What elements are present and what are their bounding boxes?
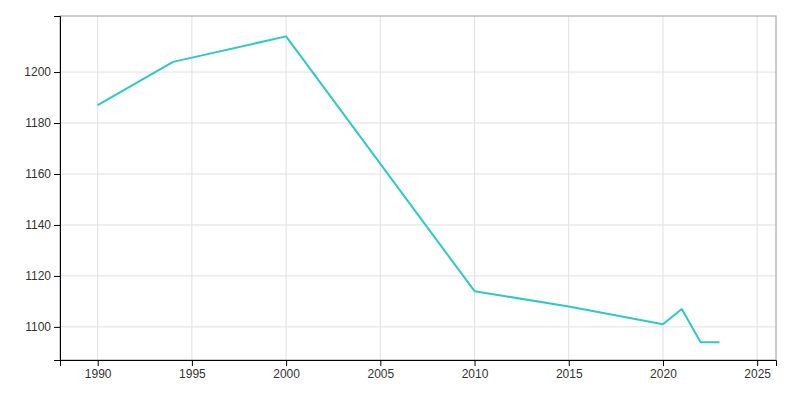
tick: 1990 xyxy=(85,360,112,381)
tick-label: 1100 xyxy=(25,320,51,334)
tick-mark xyxy=(286,360,287,366)
grid-line xyxy=(286,16,287,360)
tick-mark xyxy=(475,360,476,366)
y-axis: 1100 1120 1140 1160 1180 1200 xyxy=(24,17,60,361)
grid-line xyxy=(97,16,98,360)
grid-line xyxy=(662,16,663,360)
tick-label: 1995 xyxy=(179,367,206,381)
tick: 2015 xyxy=(556,360,583,381)
tick: 2005 xyxy=(367,360,394,381)
tick: 1120 xyxy=(25,269,60,283)
tick-label: 1990 xyxy=(85,367,112,381)
line xyxy=(98,36,720,342)
x-axis: 1990 1995 2000 2005 2010 2015 2020 2025 xyxy=(61,360,777,381)
tick: 1140 xyxy=(25,218,60,232)
tick-label: 1140 xyxy=(25,218,51,232)
plot-area xyxy=(98,36,720,342)
tick-label: 1160 xyxy=(25,167,51,181)
tick: 1995 xyxy=(179,360,206,381)
tick-mark xyxy=(569,360,570,366)
tick-mark xyxy=(54,276,60,277)
tick-mark xyxy=(757,360,758,366)
grid-line xyxy=(568,16,569,360)
tick: 2010 xyxy=(462,360,489,381)
tick-label: 2010 xyxy=(462,367,489,381)
tick-mark xyxy=(663,360,664,366)
tick-mark xyxy=(54,72,60,73)
grid-line xyxy=(60,123,776,124)
tick: 2020 xyxy=(650,360,677,381)
plot-frame xyxy=(60,16,776,360)
grid-line xyxy=(380,16,381,360)
tick: 1200 xyxy=(24,65,60,79)
tick-label: 2000 xyxy=(273,367,300,381)
chart: 1990 1995 2000 2005 2010 2015 2020 2025 1100 1120… xyxy=(0,0,800,400)
grid-line xyxy=(60,326,776,327)
grid-line xyxy=(757,16,758,360)
grid xyxy=(60,16,776,360)
tick: 2000 xyxy=(273,360,300,381)
tick-mark xyxy=(54,225,60,226)
grid-line xyxy=(60,224,776,225)
axis-line xyxy=(54,17,61,361)
grid-line xyxy=(474,16,475,360)
tick-label: 2025 xyxy=(744,367,771,381)
tick-label: 1200 xyxy=(24,65,51,79)
tick-mark xyxy=(192,360,193,366)
tick-mark xyxy=(98,360,99,366)
grid-line xyxy=(60,72,776,73)
tick-label: 1180 xyxy=(25,116,51,130)
tick-mark xyxy=(54,327,60,328)
tick-label: 2015 xyxy=(556,367,583,381)
tick-mark xyxy=(380,360,381,366)
grid-line xyxy=(60,173,776,174)
tick: 2025 xyxy=(744,360,771,381)
tick-mark xyxy=(54,123,60,124)
grid-line xyxy=(60,275,776,276)
tick-label: 1120 xyxy=(25,269,51,283)
tick-label: 2020 xyxy=(650,367,677,381)
axis-line xyxy=(61,361,777,367)
tick: 1100 xyxy=(25,320,60,334)
tick-mark xyxy=(54,174,60,175)
tick-label: 2005 xyxy=(367,367,394,381)
tick: 1180 xyxy=(25,116,60,130)
grid-line xyxy=(191,16,192,360)
tick: 1160 xyxy=(25,167,60,181)
